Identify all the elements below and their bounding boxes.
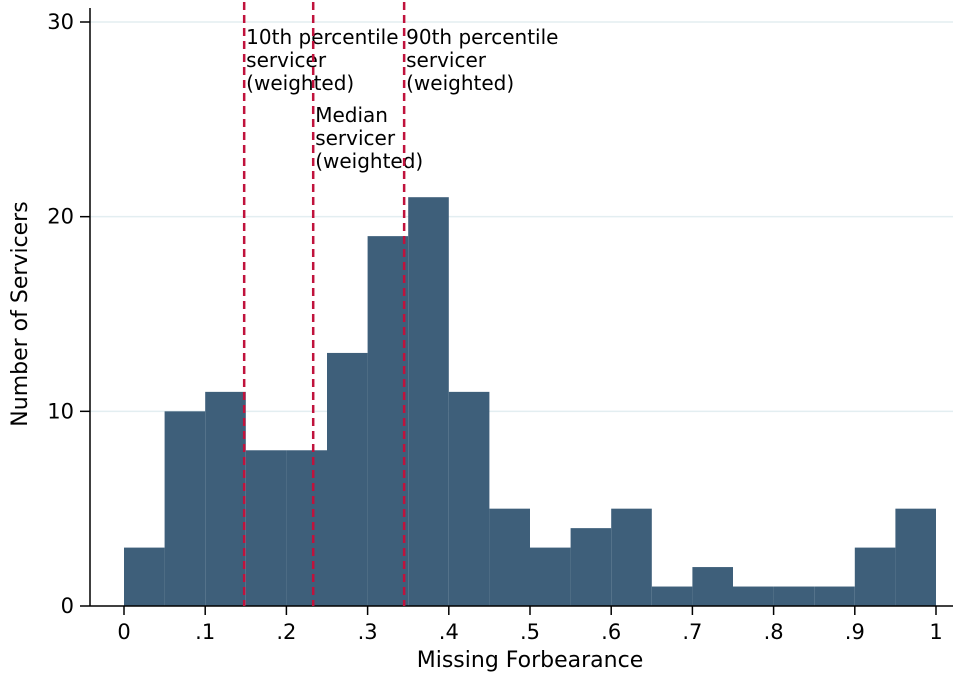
x-tick-label: .9: [845, 620, 865, 644]
x-tick-label: .4: [439, 620, 459, 644]
y-tick-label: 10: [47, 399, 74, 423]
x-tick-label: .8: [764, 620, 784, 644]
histogram-bar: [448, 391, 490, 606]
reference-line-label: (weighted): [406, 71, 514, 95]
y-tick-label: 30: [47, 10, 74, 34]
x-tick-label: 1: [929, 620, 942, 644]
histogram-bar: [205, 391, 246, 606]
reference-line-label: servicer: [246, 48, 327, 72]
y-tick-label: 20: [47, 205, 74, 229]
histogram-bar: [773, 586, 815, 606]
histogram-bar: [367, 236, 409, 606]
histogram-bar: [489, 508, 530, 606]
x-tick-label: .7: [682, 620, 702, 644]
histogram-bar: [570, 528, 612, 606]
reference-line-label: 90th percentile: [406, 25, 558, 49]
reference-lines: 10th percentileservicer(weighted)Medians…: [242, 2, 558, 606]
reference-line-label: (weighted): [246, 71, 354, 95]
reference-line-label: servicer: [406, 48, 487, 72]
histogram-bar: [164, 411, 206, 606]
x-tick-label: .5: [520, 620, 540, 644]
histogram-bar: [124, 547, 165, 606]
x-tick-label: .3: [358, 620, 378, 644]
histogram-bar: [733, 586, 774, 606]
x-tick-label: .2: [276, 620, 296, 644]
x-tick-label: .1: [195, 620, 215, 644]
axes: [89, 8, 953, 607]
reference-line-label: 10th percentile: [246, 25, 398, 49]
histogram-bar: [692, 567, 733, 606]
histogram-bar: [651, 586, 693, 606]
y-axis-label: Number of Servicers: [8, 201, 33, 426]
x-axis-label: Missing Forbearance: [417, 648, 644, 673]
histogram-bar: [245, 450, 287, 606]
reference-line-label: servicer: [315, 126, 396, 150]
histogram-bar: [611, 508, 652, 606]
histogram-bars: [124, 197, 936, 606]
y-tick-label: 0: [61, 594, 74, 618]
histogram-bar: [408, 197, 449, 606]
x-tick-label: 0: [117, 620, 130, 644]
histogram-bar: [530, 547, 571, 606]
reference-line-label: (weighted): [315, 149, 423, 173]
grid-lines: [90, 21, 953, 413]
axis-ticks: 0 10 20 30 0 .1 .2 .3 .4 .5 .6 .7 .8 .9 1: [47, 10, 942, 644]
histogram-bar: [895, 508, 936, 606]
histogram-bar: [327, 352, 368, 606]
histogram-bar: [854, 547, 896, 606]
histogram-bar: [286, 450, 327, 606]
histogram-bar: [814, 586, 855, 606]
reference-line-label: Median: [315, 103, 388, 127]
x-tick-label: .6: [601, 620, 621, 644]
